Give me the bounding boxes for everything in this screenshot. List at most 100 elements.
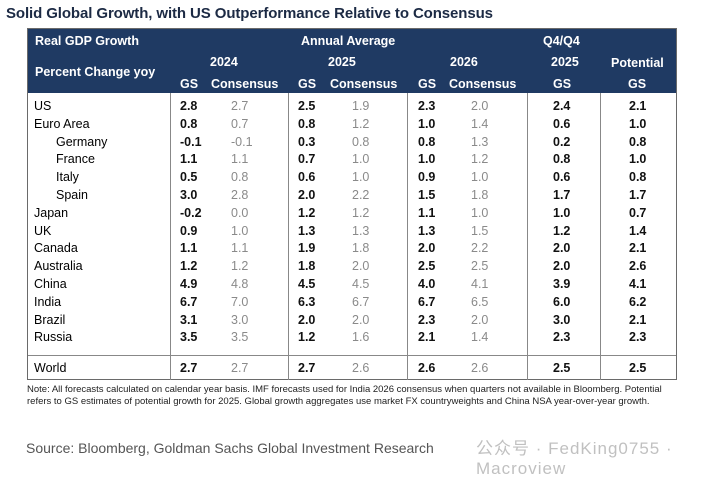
gs-value: 1.1 — [180, 152, 198, 167]
column-divider — [600, 93, 601, 380]
header-year-2026: 2026 — [450, 55, 478, 69]
gs-value: 4.0 — [418, 277, 436, 291]
gs-value: 1.5 — [418, 188, 436, 202]
gs-value: 2.1 — [629, 99, 647, 113]
row-label: Japan — [34, 205, 69, 220]
consensus-value: 3.5 — [231, 330, 249, 345]
gs-value: 1.2 — [298, 205, 316, 220]
gs-value: 6.2 — [629, 294, 647, 309]
consensus-value: 2.6 — [471, 361, 489, 375]
gs-value: 6.7 — [180, 294, 198, 309]
gs-value: 0.7 — [298, 152, 316, 167]
consensus-value: 6.7 — [352, 294, 370, 309]
table-row: Russia 3.5 3.5 1.2 1.6 2.1 1.4 2.3 2.3 — [28, 329, 676, 347]
gs-value: 1.4 — [629, 223, 647, 238]
consensus-value: 1.6 — [352, 330, 370, 345]
consensus-value: 0.8 — [231, 170, 249, 185]
consensus-value: 1.1 — [231, 152, 249, 167]
gs-value: 2.7 — [298, 361, 316, 375]
row-label: Germany — [56, 134, 108, 149]
gs-value: -0.1 — [180, 134, 202, 149]
gs-value: 0.9 — [418, 170, 436, 185]
consensus-value: 1.2 — [471, 152, 489, 167]
row-label: India — [34, 294, 62, 309]
gs-value: 1.2 — [298, 330, 316, 345]
gs-value: 2.5 — [553, 361, 571, 375]
row-label: Euro Area — [34, 116, 90, 131]
header-consensus-2026: Consensus — [449, 77, 517, 91]
consensus-value: 4.5 — [352, 277, 370, 291]
header-gs-potential: GS — [628, 77, 647, 91]
gs-value: 2.7 — [180, 361, 198, 375]
gs-value: 4.9 — [180, 277, 198, 291]
table-row: US 2.8 2.7 2.5 1.9 2.3 2.0 2.4 2.1 — [28, 98, 676, 116]
gs-value: 2.0 — [553, 241, 571, 256]
gs-value: 1.0 — [629, 116, 647, 131]
gs-value: 0.6 — [553, 116, 571, 131]
gs-value: 0.6 — [298, 170, 316, 185]
header-gs-2025: GS — [298, 77, 317, 91]
consensus-value: 2.6 — [352, 361, 370, 375]
gs-value: 1.7 — [629, 188, 647, 202]
consensus-value: 1.8 — [352, 241, 370, 256]
row-label: China — [34, 277, 67, 291]
consensus-value: 1.5 — [471, 223, 489, 238]
consensus-value: 2.2 — [352, 188, 370, 202]
gs-value: 1.0 — [418, 152, 436, 167]
table-row: Italy 0.5 0.8 0.6 1.0 0.9 1.0 0.6 0.8 — [28, 169, 676, 187]
gs-value: 1.1 — [418, 205, 436, 220]
table-row: Canada 1.1 1.1 1.9 1.8 2.0 2.2 2.0 2.1 — [28, 240, 676, 258]
table-row-world: World 2.7 2.7 2.7 2.6 2.6 2.6 2.5 2.5 — [28, 360, 676, 378]
table-row: Germany -0.1 -0.1 0.3 0.8 0.8 1.3 0.2 0.8 — [28, 134, 676, 152]
header-gs-2026: GS — [418, 77, 437, 91]
header-gs-q4: GS — [553, 77, 572, 91]
gs-value: 2.1 — [629, 241, 647, 256]
consensus-value: 1.0 — [231, 223, 249, 238]
header-potential: Potential — [611, 56, 664, 70]
gs-value: 2.0 — [553, 259, 571, 274]
gs-value: 1.8 — [298, 259, 316, 274]
consensus-value: 1.8 — [471, 188, 489, 202]
consensus-value: 2.7 — [231, 99, 249, 113]
gs-value: 2.3 — [629, 330, 647, 345]
consensus-value: 4.1 — [471, 277, 489, 291]
gs-value: 1.1 — [180, 241, 198, 256]
gs-value: 2.4 — [553, 99, 571, 113]
gs-value: 3.1 — [180, 312, 198, 327]
consensus-value: 1.0 — [471, 205, 489, 220]
consensus-value: 2.0 — [471, 312, 489, 327]
gs-value: 1.0 — [553, 205, 571, 220]
header-year-2025: 2025 — [328, 55, 356, 69]
column-divider — [170, 93, 171, 380]
consensus-value: 0.7 — [231, 116, 249, 131]
row-label: World — [34, 361, 67, 375]
consensus-value: 3.0 — [231, 312, 249, 327]
gs-value: 0.8 — [180, 116, 198, 131]
gs-value: 2.1 — [418, 330, 436, 345]
gs-value: 0.8 — [418, 134, 436, 149]
row-label: Spain — [56, 188, 88, 202]
table-row: China 4.9 4.8 4.5 4.5 4.0 4.1 3.9 4.1 — [28, 276, 676, 294]
row-label: France — [56, 152, 95, 167]
table-row: Australia 1.2 1.2 1.8 2.0 2.5 2.5 2.0 2.6 — [28, 258, 676, 276]
header-percent-change: Percent Change yoy — [35, 65, 156, 79]
consensus-value: 1.0 — [352, 152, 370, 167]
gs-value: -0.2 — [180, 205, 202, 220]
gs-value: 2.5 — [298, 99, 316, 113]
gs-value: 1.3 — [298, 223, 316, 238]
gs-value: 2.3 — [418, 99, 436, 113]
page-title: Solid Global Growth, with US Outperforma… — [6, 5, 493, 22]
consensus-value: 2.8 — [231, 188, 249, 202]
gs-value: 0.8 — [629, 134, 647, 149]
gs-value: 0.8 — [629, 170, 647, 185]
consensus-value: 1.4 — [471, 330, 489, 345]
row-label: Russia — [34, 330, 73, 345]
consensus-value: 1.9 — [352, 99, 370, 113]
gs-value: 0.7 — [629, 205, 647, 220]
gs-value: 2.0 — [298, 312, 316, 327]
gs-value: 0.8 — [298, 116, 316, 131]
consensus-value: 1.0 — [471, 170, 489, 185]
consensus-value: 1.2 — [352, 205, 370, 220]
gs-value: 0.6 — [553, 170, 571, 185]
consensus-value: 1.2 — [352, 116, 370, 131]
